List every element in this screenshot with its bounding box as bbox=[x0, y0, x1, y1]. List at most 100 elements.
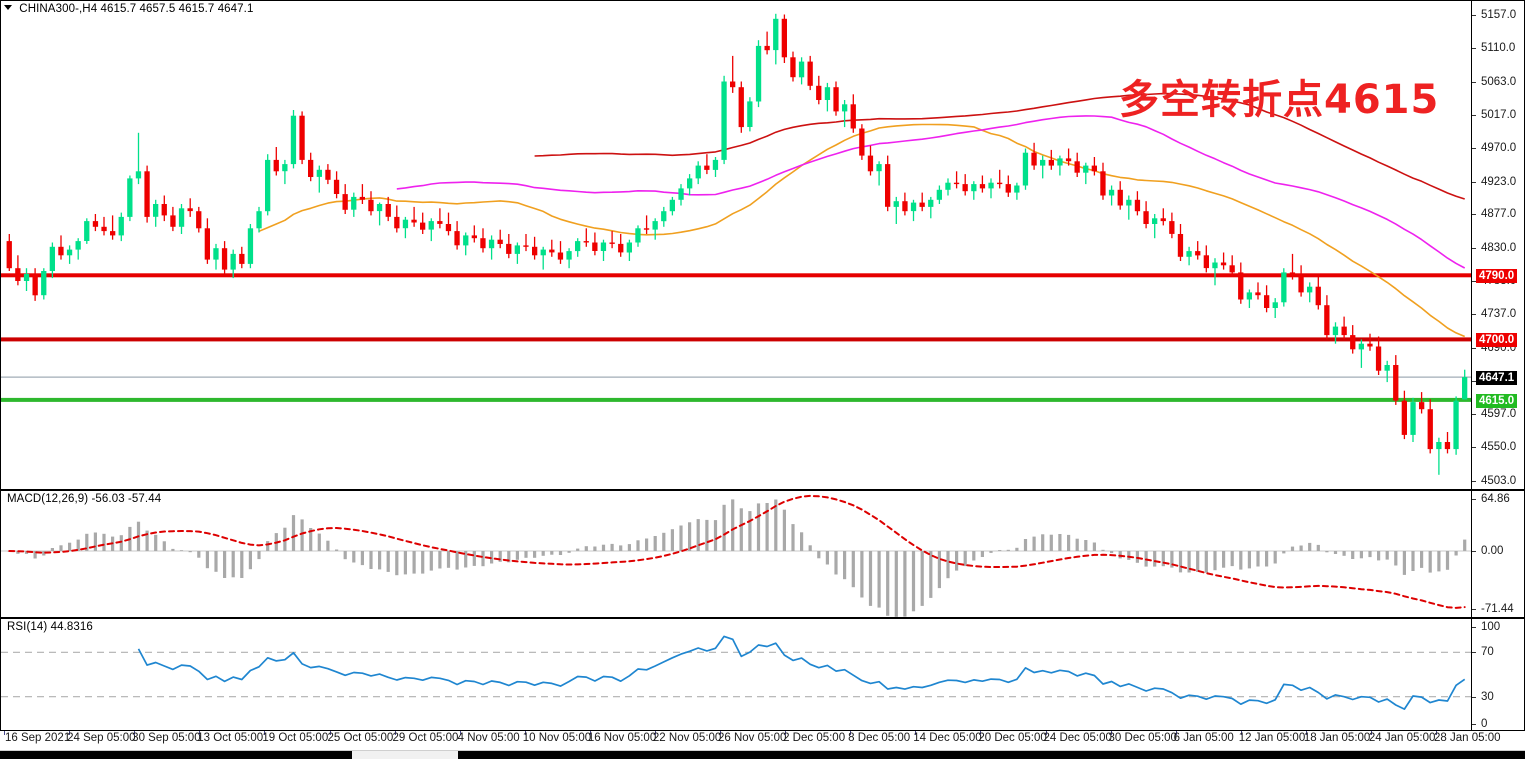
macd-legend: MACD(12,26,9) -56.03 -57.44 bbox=[7, 493, 161, 505]
time-axis-label: 14 Dec 05:00 bbox=[913, 732, 982, 744]
time-axis-tick bbox=[134, 731, 136, 735]
time-axis-tick bbox=[1045, 731, 1047, 735]
candlestick bbox=[84, 218, 90, 244]
macd-histogram-bar bbox=[1058, 534, 1062, 551]
rsi-panel[interactable]: 100 70 30 0 RSI(14) 44.8316 bbox=[0, 618, 1525, 731]
candlestick bbox=[1427, 399, 1433, 454]
macd-histogram-bar bbox=[1428, 551, 1432, 573]
macd-histogram-bar bbox=[1247, 551, 1251, 569]
macd-histogram-bar bbox=[1015, 547, 1019, 551]
macd-histogram-bar bbox=[653, 536, 657, 551]
macd-histogram-bar bbox=[1213, 551, 1217, 571]
candlestick bbox=[1358, 339, 1364, 368]
candlestick bbox=[471, 225, 477, 243]
macd-plot-area[interactable] bbox=[1, 491, 1471, 617]
time-axis-tick bbox=[524, 731, 526, 735]
time-axis[interactable]: 16 Sep 2021 24 Sep 05:00 30 Sep 05:00 13 Oc… bbox=[0, 731, 1525, 748]
candlestick bbox=[1065, 148, 1072, 166]
macd-histogram-bar bbox=[619, 545, 623, 551]
macd-histogram-bar bbox=[231, 551, 235, 578]
time-axis-tick bbox=[459, 731, 461, 735]
last-price-4647[interactable]: 4647.1 bbox=[1476, 371, 1518, 386]
price-axis-label: 5063.0 bbox=[1481, 75, 1517, 88]
price-axis-tick bbox=[1472, 214, 1476, 216]
price-axis[interactable]: 4503.04550.04597.04643.04690.04737.04783… bbox=[1471, 1, 1524, 489]
candlestick bbox=[1255, 282, 1261, 300]
candlestick bbox=[1315, 276, 1321, 310]
candlestick bbox=[1186, 246, 1192, 266]
macd-histogram-bar bbox=[601, 544, 606, 551]
candlestick bbox=[523, 234, 529, 252]
price-plot-area[interactable] bbox=[1, 1, 1471, 489]
price-axis-tick bbox=[1472, 148, 1476, 150]
time-axis-label: 30 Sep 05:00 bbox=[132, 732, 201, 744]
macd-histogram-bar bbox=[1178, 551, 1183, 573]
macd-histogram-bar bbox=[636, 540, 640, 551]
macd-histogram-bar bbox=[808, 545, 812, 551]
macd-histogram-bar bbox=[50, 548, 54, 551]
macd-histogram-bar bbox=[946, 551, 950, 579]
macd-histogram-bar bbox=[421, 551, 425, 574]
horizontal-scroll-track-fill[interactable] bbox=[458, 751, 1525, 759]
rsi-axis[interactable]: 100 70 30 0 bbox=[1471, 619, 1524, 730]
horizontal-scroll-thumb[interactable] bbox=[0, 751, 352, 759]
triangle-down-icon[interactable] bbox=[4, 5, 12, 10]
macd-histogram-bar bbox=[705, 519, 709, 551]
macd-histogram-bar bbox=[1239, 551, 1243, 570]
candlestick bbox=[1246, 289, 1252, 308]
rsi-legend-text: RSI(14) 44.8316 bbox=[7, 621, 93, 633]
macd-histogram-bar bbox=[481, 551, 485, 567]
macd-histogram-bar bbox=[541, 551, 545, 556]
time-axis-label: 10 Nov 05:00 bbox=[522, 732, 592, 744]
macd-histogram-bar bbox=[248, 551, 252, 570]
horizontal-scrollbar[interactable] bbox=[0, 750, 1525, 759]
candlestick bbox=[773, 13, 779, 65]
candlestick bbox=[953, 171, 960, 189]
macd-histogram-bar bbox=[1368, 551, 1372, 558]
candlestick bbox=[1341, 316, 1347, 340]
macd-histogram-bar bbox=[455, 551, 459, 570]
macd-histogram-bar bbox=[610, 543, 614, 551]
candlestick bbox=[101, 216, 107, 236]
rsi-legend: RSI(14) 44.8316 bbox=[7, 621, 93, 633]
time-axis-tick bbox=[654, 731, 656, 735]
candlestick bbox=[1401, 390, 1407, 440]
candlestick bbox=[1220, 252, 1227, 270]
support-level-4615[interactable]: 4615.0 bbox=[1476, 393, 1518, 408]
macd-histogram-bar bbox=[76, 539, 80, 551]
time-axis-label: 12 Jan 05:00 bbox=[1238, 732, 1306, 744]
candlestick bbox=[316, 165, 322, 193]
candlestick bbox=[1307, 282, 1313, 303]
macd-histogram-bar bbox=[214, 551, 218, 572]
macd-histogram-bar bbox=[998, 550, 1002, 551]
macd-histogram-bar bbox=[782, 509, 786, 551]
candlestick bbox=[1195, 241, 1201, 260]
candlestick bbox=[1272, 298, 1278, 318]
candlestick bbox=[1083, 162, 1089, 185]
price-panel[interactable]: 4503.04550.04597.04643.04690.04737.04783… bbox=[0, 0, 1525, 490]
macd-histogram-bar bbox=[386, 551, 390, 572]
candlestick bbox=[798, 57, 805, 85]
macd-axis[interactable]: 64.86 0.00 -71.44 bbox=[1471, 491, 1524, 617]
candlestick bbox=[66, 245, 73, 264]
candlestick bbox=[480, 228, 486, 253]
rsi-axis-tick bbox=[1472, 652, 1476, 654]
price-axis-tick bbox=[1472, 247, 1476, 249]
rsi-plot-area[interactable] bbox=[1, 619, 1471, 730]
candlestick bbox=[1419, 392, 1425, 414]
time-axis-tick bbox=[1175, 731, 1177, 735]
macd-axis-tick bbox=[1472, 550, 1476, 552]
resistance-level-4700[interactable]: 4700.0 bbox=[1476, 333, 1518, 348]
resistance-level-4790[interactable]: 4790.0 bbox=[1476, 269, 1518, 284]
macd-histogram-bar bbox=[1196, 551, 1200, 572]
macd-panel[interactable]: 64.86 0.00 -71.44 MACD(12,26,9) -56.03 -57… bbox=[0, 490, 1525, 618]
candlestick bbox=[420, 212, 426, 234]
price-axis-tick bbox=[1472, 81, 1476, 83]
candlestick bbox=[738, 81, 744, 133]
candlestick bbox=[609, 231, 615, 249]
candlestick bbox=[463, 232, 469, 256]
candlestick bbox=[592, 232, 598, 256]
macd-histogram-bar bbox=[464, 551, 468, 568]
candlestick bbox=[824, 82, 831, 112]
macd-histogram-bar bbox=[412, 551, 416, 574]
